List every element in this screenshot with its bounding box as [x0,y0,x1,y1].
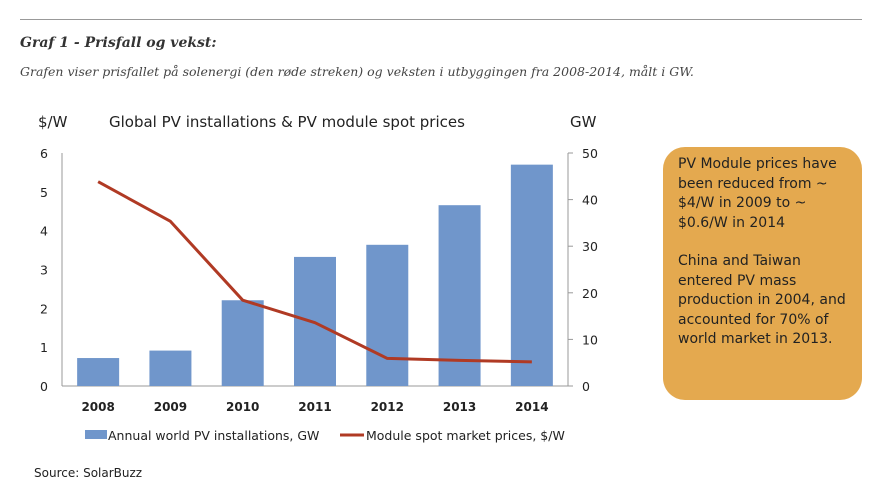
right-tick-label: 20 [582,286,598,301]
figure-subtitle: Grafen viser prisfallet på solenergi (de… [20,64,694,79]
legend-bar-label: Annual world PV installations, GW [108,428,319,443]
chart-title: Global PV installations & PV module spot… [109,113,465,131]
right-axis-label: GW [570,113,597,131]
right-tick-label: 40 [582,193,598,208]
bar-2014 [510,164,553,386]
callout-price-text: PV Module prices have been reduced from … [678,156,837,231]
x-tick-label: 2013 [443,400,476,414]
left-tick-label: 2 [40,301,48,316]
bar-2010 [221,300,264,386]
bar-2008 [77,358,120,386]
legend-bar-swatch [85,430,107,439]
x-tick-label: 2012 [371,400,404,414]
figure-heading: Graf 1 - Prisfall og vekst: [20,35,217,51]
x-tick-label: 2009 [154,400,187,414]
left-axis-label: $/W [38,113,68,131]
bar-2012 [366,244,409,386]
right-tick-label: 0 [582,379,590,394]
info-callout: PV Module prices have been reduced from … [663,147,862,400]
legend: Annual world PV installations, GW Module… [85,428,565,443]
left-tick-label: 1 [40,340,48,355]
x-tick-label: 2011 [298,400,331,414]
right-tick-label: 10 [582,332,598,347]
left-tick-label: 4 [40,224,48,239]
bar-2009 [149,350,192,386]
legend-line-label: Module spot market prices, $/W [366,428,565,443]
x-tick-label: 2008 [81,400,114,414]
bar-2013 [438,205,481,386]
x-tick-label: 2014 [515,400,548,414]
callout-china-text: China and Taiwan entered PV mass product… [678,253,846,347]
left-tick-label: 3 [40,263,48,278]
left-tick-label: 6 [40,146,48,161]
left-tick-label: 0 [40,379,48,394]
source-label: Source: SolarBuzz [34,466,143,480]
right-tick-label: 50 [582,146,598,161]
right-tick-label: 30 [582,239,598,254]
top-divider [20,19,862,20]
left-tick-label: 5 [40,185,48,200]
x-tick-label: 2010 [226,400,259,414]
